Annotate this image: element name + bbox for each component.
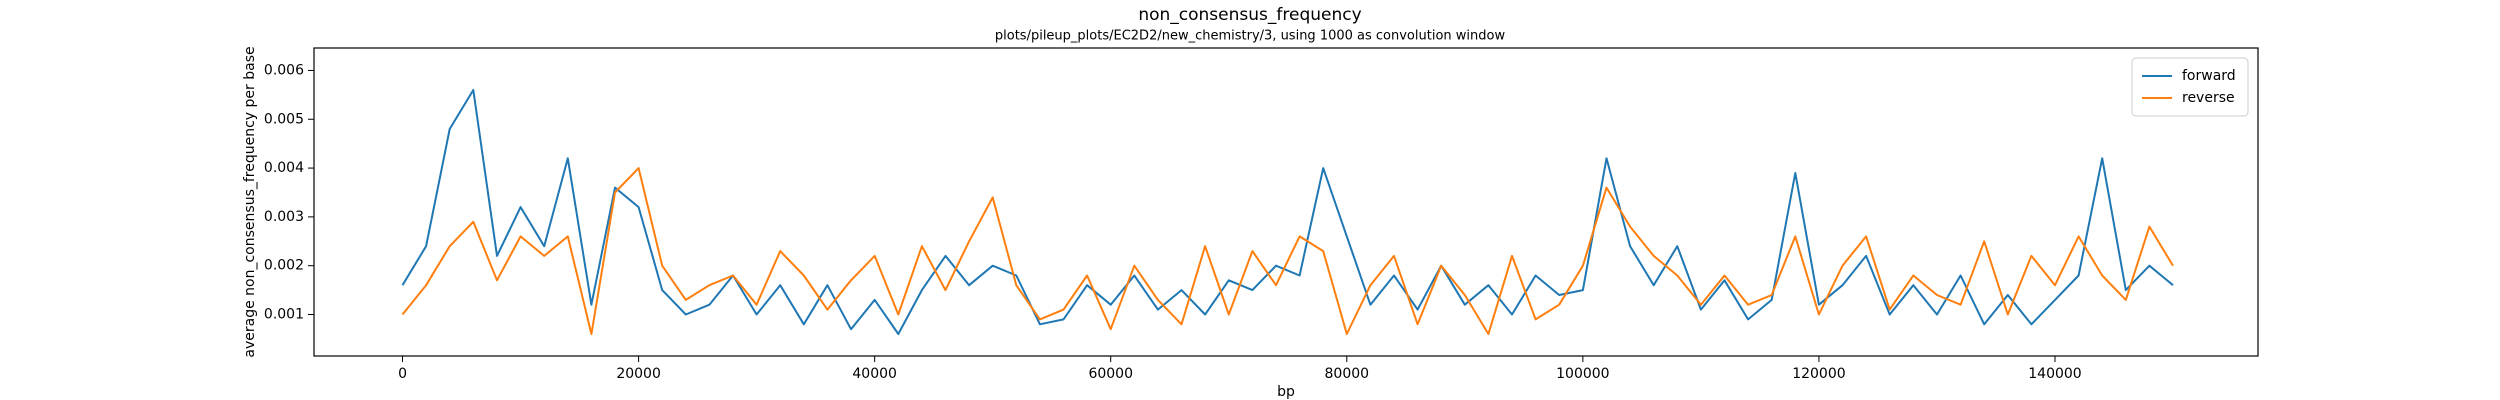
x-tick-label: 140000 (2028, 366, 2081, 382)
x-tick-label: 40000 (852, 366, 897, 382)
plot-frame (313, 47, 2259, 357)
x-tick-label: 20000 (616, 366, 661, 382)
y-tick-label: 0.001 (264, 307, 304, 323)
legend-frame (2131, 57, 2249, 117)
chart-subtitle: plots/pileup_plots/EC2D2/new_chemistry/3… (995, 29, 1506, 44)
x-axis-label: bp (1277, 384, 1295, 400)
x-tick-label: 0 (398, 366, 407, 382)
y-tick-label: 0.002 (264, 258, 304, 274)
legend-label: reverse (2182, 90, 2235, 106)
y-axis-label: average non_consensus_frequency per base (242, 46, 258, 357)
legend: forward reverse (2131, 57, 2249, 117)
y-tick-label: 0.006 (264, 62, 304, 78)
legend-label: forward (2182, 68, 2236, 84)
x-tick-label: 80000 (1325, 366, 1370, 382)
chart-title: non_consensus_frequency (1138, 5, 1361, 25)
y-tick-label: 0.003 (264, 209, 304, 225)
line-series (401, 167, 2174, 335)
x-tick-label: 120000 (1792, 366, 1845, 382)
line-series (401, 89, 2174, 335)
y-tick-label: 0.005 (264, 111, 304, 127)
x-tick-label: 60000 (1088, 366, 1133, 382)
x-tick-label: 100000 (1556, 366, 1609, 382)
y-tick-label: 0.004 (264, 160, 304, 176)
